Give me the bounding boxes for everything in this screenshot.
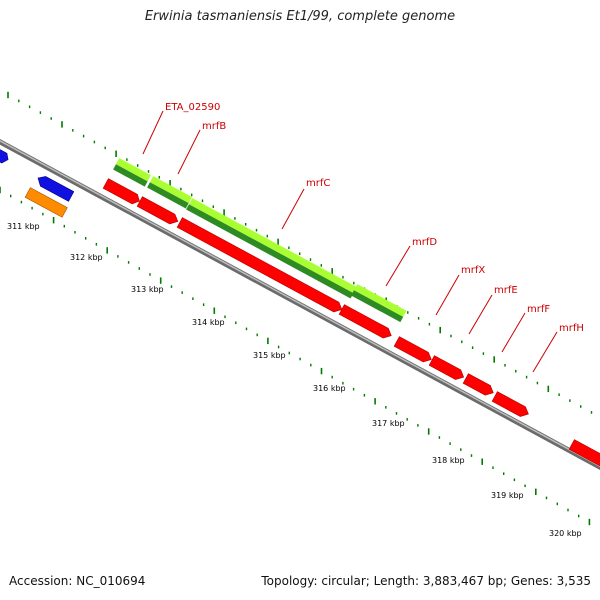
gene-label-mrfB: mrfB (202, 121, 226, 132)
cluster-light-bar-4 (353, 284, 407, 317)
cluster-dark-bar-3 (186, 204, 354, 299)
kbp-label-317: 317 kbp (372, 419, 405, 428)
gene-label-leaders (142, 110, 558, 373)
cluster-dark-bar-1 (113, 164, 148, 187)
gene-arrow-mrfX (393, 336, 432, 363)
leader-mrfX (435, 274, 460, 316)
gene-cluster-bars (113, 158, 407, 323)
gene-arrow-mrfE (428, 355, 465, 380)
map-title: Erwinia tasmaniensis Et1/99, complete ge… (144, 9, 456, 24)
gene-arrow-mrfH (491, 391, 529, 417)
gene-label-mrfE: mrfE (494, 285, 518, 296)
kbp-label-312: 312 kbp (70, 253, 103, 262)
cluster-light-bar-3 (188, 198, 357, 294)
cluster-light-bar-2 (149, 176, 192, 204)
kbp-labels: 311 kbp 312 kbp 313 kbp 314 kbp 315 kbp … (7, 222, 582, 538)
accession-text: Accession: NC_010694 (9, 574, 146, 588)
gene-label-mrfF: mrfF (527, 304, 550, 315)
leader-mrfH (532, 331, 558, 373)
cluster-dark-bar-2 (147, 182, 189, 209)
gene-arrow-blue (37, 176, 75, 202)
kbp-label-316: 316 kbp (313, 384, 346, 393)
kbp-label-319: 319 kbp (491, 491, 524, 500)
other-genes (0, 147, 75, 218)
gene-arrow-edge (568, 439, 600, 469)
gene-arrow-blue-edge (0, 147, 9, 164)
genome-backbone (0, 138, 600, 471)
gene-label-mrfD: mrfD (412, 237, 437, 248)
genome-summary-text: Topology: circular; Length: 3,883,467 bp… (261, 574, 591, 588)
leader-mrfE (468, 294, 493, 335)
gene-arrow-mrfF (462, 373, 494, 396)
leader-mrfD (385, 245, 411, 287)
gene-arrow-etA-02590 (102, 178, 140, 205)
gene-label-ETA-02590: ETA_02590 (165, 102, 220, 113)
cds-genes (102, 178, 600, 469)
kbp-label-313: 313 kbp (131, 285, 164, 294)
kbp-label-315: 315 kbp (253, 351, 286, 360)
gene-label-mrfH: mrfH (559, 323, 584, 334)
inner-tick-track (0, 186, 591, 526)
gene-bar-orange (24, 187, 68, 218)
cluster-dark-bar-4 (351, 290, 404, 323)
gene-labels: ETA_02590 mrfB mrfC mrfD mrfX mrfE mrfF … (165, 102, 584, 334)
kbp-label-311: 311 kbp (7, 222, 40, 231)
leader-mrfF (501, 312, 526, 353)
cluster-light-bar-1 (115, 158, 151, 182)
gene-arrow-mrfD (338, 304, 392, 339)
leader-mrfC (281, 188, 305, 230)
kbp-label-318: 318 kbp (432, 456, 465, 465)
leader-ETA-02590 (142, 110, 164, 155)
gene-label-mrfC: mrfC (306, 178, 330, 189)
leader-mrfB (177, 129, 201, 175)
gene-label-mrfX: mrfX (461, 265, 485, 276)
gene-arrow-mrfB (136, 196, 179, 225)
kbp-label-314: 314 kbp (192, 318, 225, 327)
genome-backbone-highlight (0, 139, 600, 468)
gene-arrow-mrfC (176, 217, 343, 313)
kbp-label-320: 320 kbp (549, 529, 582, 538)
